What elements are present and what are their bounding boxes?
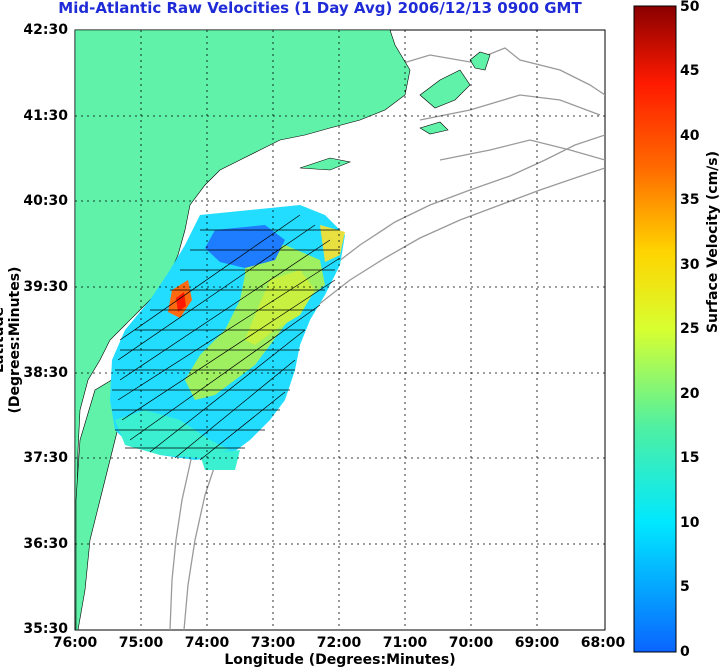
x-tick-label: 73:00 [250,635,296,651]
colorbar-tick: 30 [680,257,700,273]
y-tick-label: 39:30 [23,279,68,295]
y-tick-label: 36:30 [23,536,68,552]
x-tick-label: 69:00 [514,635,560,651]
colorbar-tick: 20 [680,386,700,402]
colorbar-tick: 15 [680,450,700,466]
x-tick-label: 74:00 [184,635,230,651]
velocity-field [110,205,345,470]
graticule [75,30,605,630]
x-tick-label: 75:00 [118,635,164,651]
map-title: Mid-Atlantic Raw Velocities (1 Day Avg) … [58,0,582,17]
y-tick-label: 40:30 [23,193,68,209]
colorbar [633,5,677,653]
y-tick-label: 38:30 [23,365,68,381]
colorbar-tick: 50 [680,0,700,15]
x-tick-label: 70:00 [448,635,494,651]
y-tick-label: 35:30 [23,621,68,637]
colorbar-tick: 40 [680,128,700,144]
colorbar-tick: 10 [680,515,700,531]
colorbar-tick: 35 [680,192,700,208]
y-tick-label: 42:30 [23,22,68,38]
colorbar-tick: 45 [680,63,700,79]
y-tick-label: 41:30 [23,108,68,124]
x-tick-label: 71:00 [382,635,428,651]
y-tick-label: 37:30 [23,450,68,466]
x-axis-label: Longitude (Degrees:Minutes) [224,652,456,668]
colorbar-tick: 25 [680,321,700,337]
x-tick-label: 76:00 [52,635,98,651]
colorbar-tick: 5 [680,579,690,595]
x-tick-label: 68:00 [580,635,626,651]
colorbar-tick: 0 [680,644,690,660]
land-mass [75,30,491,630]
x-tick-label: 72:00 [316,635,362,651]
colorbar-label: Surface Velocity (cm/s) [705,150,721,334]
